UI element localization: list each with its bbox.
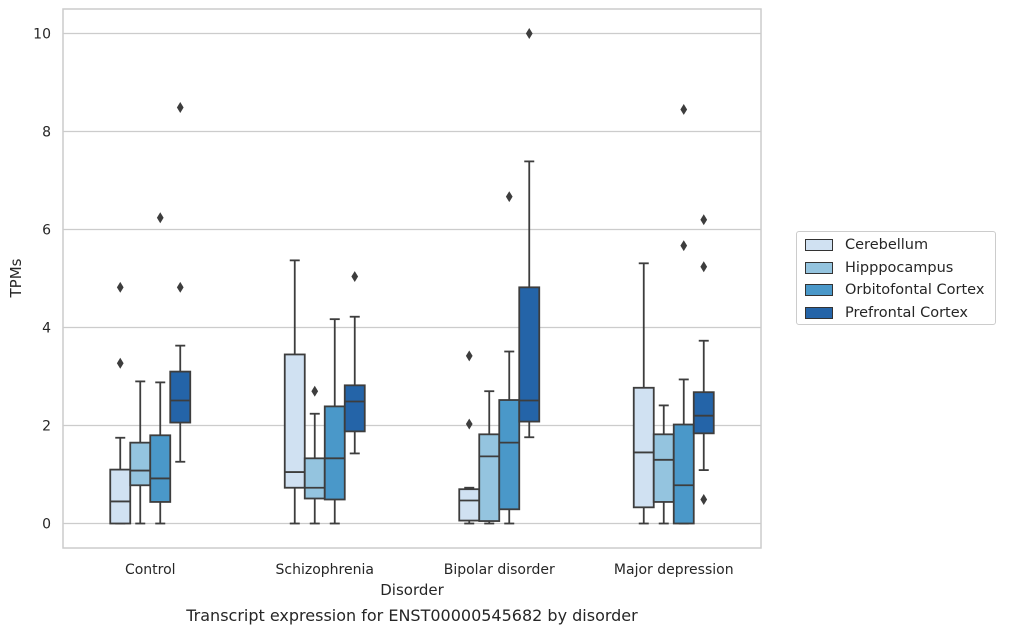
box-iqr	[343, 384, 366, 433]
y-tick-labels: 0 2 4 6 8 10	[33, 27, 51, 533]
box-iqr	[283, 353, 306, 489]
box-iqr	[632, 386, 655, 509]
plot-area-frame	[62, 8, 762, 549]
box-2-3	[518, 28, 541, 439]
box-iqr	[692, 391, 715, 435]
box-3-3	[692, 214, 715, 505]
outlier-point	[700, 214, 708, 226]
legend: Cerebellum Hipppocampus Orbitofontal Cor…	[796, 231, 996, 325]
legend-item-orbitofontal-cortex: Orbitofontal Cortex	[805, 280, 984, 300]
legend-item-cerebellum: Cerebellum	[805, 235, 928, 255]
legend-swatch-cerebellum	[805, 239, 833, 251]
legend-swatch-orbitofontal-cortex	[805, 284, 833, 296]
y-tick-label: 2	[42, 419, 51, 435]
box-0-3	[169, 102, 192, 463]
legend-swatch-prefrontal-cortex	[805, 307, 833, 319]
outlier-point	[680, 240, 688, 252]
box-plot-series	[109, 28, 715, 525]
outlier-point	[311, 385, 319, 397]
outlier-point	[176, 102, 184, 113]
outlier-point	[116, 357, 124, 369]
outlier-point	[700, 494, 708, 505]
outlier-point	[700, 261, 708, 273]
box-3-2	[672, 103, 695, 525]
box-iqr	[149, 434, 172, 503]
box-0-0	[109, 281, 132, 525]
x-tick-label: Control	[125, 562, 176, 578]
outlier-point	[525, 28, 533, 39]
x-tick-labels: Control Schizophrenia Bipolar disorder Majo…	[125, 562, 734, 578]
box-iqr	[498, 399, 521, 511]
y-tick-label: 0	[42, 517, 51, 533]
box-iqr	[109, 468, 132, 525]
box-iqr	[652, 433, 675, 503]
box-3-0	[632, 262, 655, 525]
box-iqr	[323, 405, 346, 501]
y-axis-title: TPMs	[7, 258, 25, 298]
box-2-0	[458, 350, 481, 525]
x-tick-label: Schizophrenia	[276, 562, 374, 578]
outlier-point	[465, 350, 473, 362]
y-tick-label: 8	[42, 125, 51, 141]
legend-item-prefrontal-cortex: Prefrontal Cortex	[805, 303, 968, 323]
box-0-2	[149, 212, 172, 525]
box-iqr	[478, 433, 501, 522]
legend-label-orbitofontal-cortex: Orbitofontal Cortex	[845, 282, 985, 298]
x-tick-label: Bipolar disorder	[444, 562, 555, 578]
box-iqr	[169, 370, 192, 424]
box-2-1	[478, 390, 501, 525]
box-iqr	[518, 286, 541, 423]
outlier-point	[465, 418, 473, 430]
outlier-point	[116, 281, 124, 293]
legend-label-hipppocampus: Hipppocampus	[845, 260, 954, 276]
box-iqr	[303, 457, 326, 500]
y-tick-label: 6	[42, 223, 51, 239]
box-3-1	[652, 404, 675, 525]
outlier-point	[176, 281, 184, 293]
legend-label-cerebellum: Cerebellum	[845, 237, 929, 253]
box-iqr	[672, 423, 695, 525]
box-1-1	[303, 385, 326, 525]
box-1-2	[323, 318, 346, 525]
outlier-point	[680, 103, 688, 115]
x-axis-title: Disorder	[380, 581, 444, 599]
box-1-0	[283, 259, 306, 525]
legend-label-prefrontal-cortex: Prefrontal Cortex	[845, 305, 968, 321]
box-iqr	[458, 488, 481, 522]
box-iqr	[129, 441, 152, 487]
legend-item-hipppocampus: Hipppocampus	[805, 258, 953, 278]
outlier-point	[156, 212, 164, 224]
y-tick-label: 4	[42, 321, 51, 337]
legend-swatch-hipppocampus	[805, 262, 833, 274]
chart-caption: Transcript expression for ENST0000054568…	[186, 606, 638, 625]
box-0-1	[129, 380, 152, 525]
outlier-point	[505, 191, 513, 203]
box-plot-chart: 0 2 4 6 8 10 Control Schizophrenia Bipolar diso…	[7, 8, 762, 599]
box-2-2	[498, 191, 521, 525]
outlier-point	[351, 271, 359, 282]
box-1-3	[343, 271, 366, 455]
y-tick-label: 10	[33, 27, 51, 43]
x-tick-label: Major depression	[614, 562, 734, 578]
